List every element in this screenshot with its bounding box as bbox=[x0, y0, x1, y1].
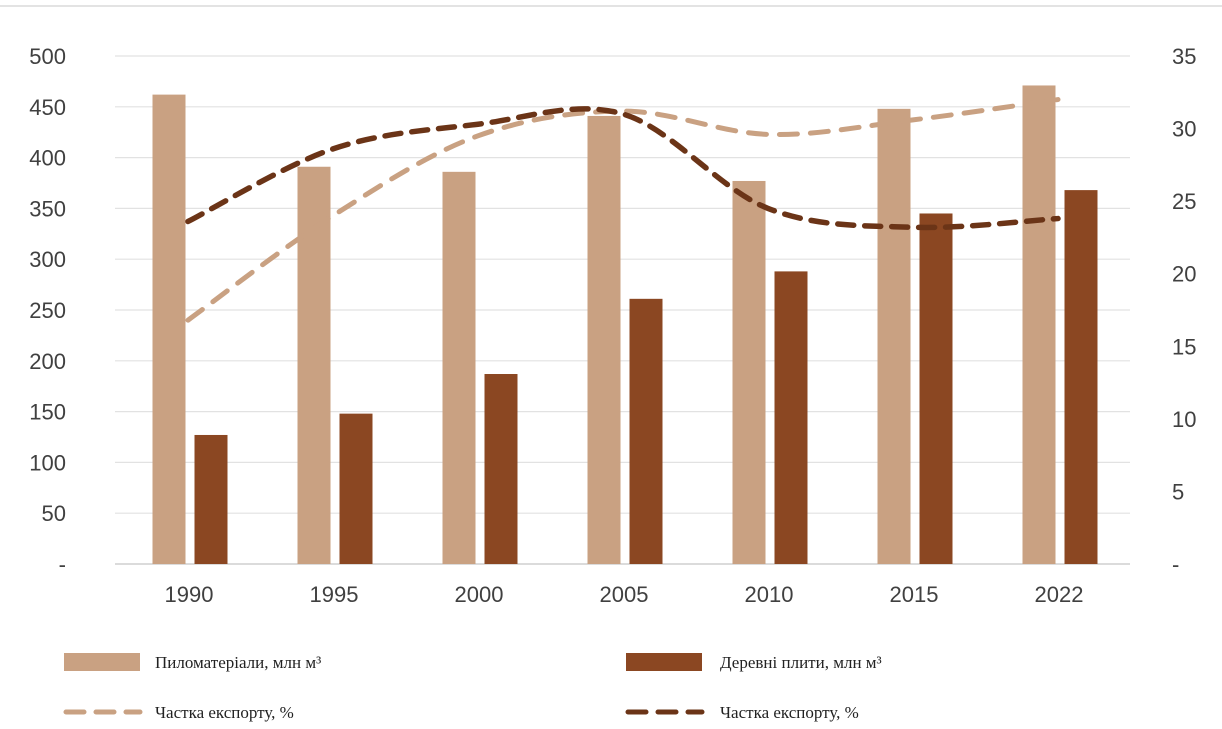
bar-lumber bbox=[442, 171, 476, 564]
y2-tick-label: 25 bbox=[1172, 189, 1196, 214]
bar-panels bbox=[484, 374, 518, 564]
bar-lumber bbox=[587, 115, 621, 564]
y-tick-label: - bbox=[59, 552, 66, 577]
bar-lumber bbox=[732, 180, 766, 564]
x-tick-label: 2010 bbox=[745, 582, 794, 607]
y-tick-label: 200 bbox=[29, 349, 66, 374]
y2-tick-label: 15 bbox=[1172, 334, 1196, 359]
y2-tick-label: 5 bbox=[1172, 479, 1184, 504]
y2-tick-label: 35 bbox=[1172, 44, 1196, 69]
bar-lumber bbox=[1022, 85, 1056, 565]
grid bbox=[115, 55, 1130, 565]
y2-tick-label: 30 bbox=[1172, 117, 1196, 142]
bar-lumber bbox=[152, 94, 186, 564]
legend-swatch bbox=[64, 653, 140, 671]
x-tick-label: 2015 bbox=[890, 582, 939, 607]
y2-tick-label: 20 bbox=[1172, 262, 1196, 287]
y-tick-label: 50 bbox=[42, 501, 66, 526]
bar-panels bbox=[919, 213, 953, 565]
bar-panels bbox=[1064, 190, 1098, 564]
bar-lumber bbox=[297, 166, 331, 564]
y2-tick-label: 10 bbox=[1172, 407, 1196, 432]
legend-label: Частка експорту, % bbox=[720, 703, 859, 722]
bar-panels bbox=[339, 413, 373, 564]
legend-swatch bbox=[626, 653, 702, 671]
y-tick-label: 500 bbox=[29, 44, 66, 69]
bar-panels bbox=[194, 434, 228, 564]
y-axis-right: - 5 10 15 20 25 30 35 bbox=[1172, 44, 1196, 577]
y-tick-label: 100 bbox=[29, 450, 66, 475]
bar-panels bbox=[774, 271, 808, 564]
y-tick-label: 400 bbox=[29, 146, 66, 171]
y-tick-label: 300 bbox=[29, 247, 66, 272]
legend-label: Частка експорту, % bbox=[155, 703, 294, 722]
x-tick-label: 2022 bbox=[1035, 582, 1084, 607]
lines bbox=[185, 97, 1061, 323]
y-axis-left: - 50 100 150 200 250 300 350 400 450 500 bbox=[29, 44, 66, 577]
legend-label: Деревні плити, млн м³ bbox=[720, 653, 882, 672]
bar-panels bbox=[629, 298, 663, 564]
x-tick-label: 1995 bbox=[310, 582, 359, 607]
y-tick-label: 150 bbox=[29, 400, 66, 425]
export-share-line-dark bbox=[185, 106, 1061, 231]
export-share-line-light bbox=[185, 97, 1061, 323]
legend-label: Пиломатеріали, млн м³ bbox=[155, 653, 321, 672]
x-axis: 1990 1995 2000 2005 2010 2015 2022 bbox=[165, 582, 1084, 607]
x-tick-label: 2005 bbox=[600, 582, 649, 607]
y-tick-label: 250 bbox=[29, 298, 66, 323]
bars bbox=[152, 85, 1098, 565]
y-tick-label: 350 bbox=[29, 196, 66, 221]
bar-lumber bbox=[877, 108, 911, 564]
y-tick-label: 450 bbox=[29, 95, 66, 120]
x-tick-label: 2000 bbox=[455, 582, 504, 607]
x-tick-label: 1990 bbox=[165, 582, 214, 607]
y2-tick-label: - bbox=[1172, 552, 1179, 577]
legend: Пиломатеріали, млн м³ Деревні плити, млн … bbox=[63, 653, 882, 722]
